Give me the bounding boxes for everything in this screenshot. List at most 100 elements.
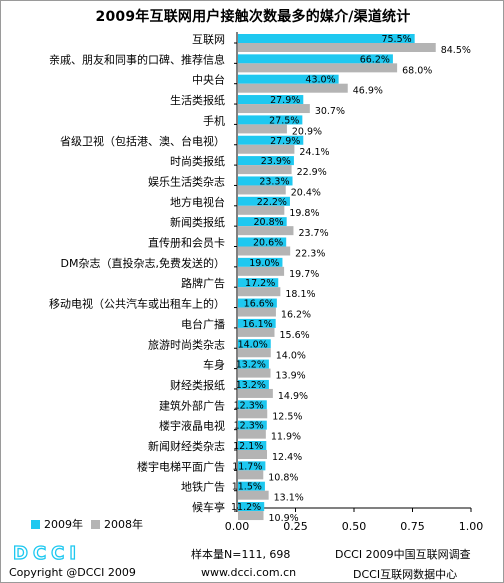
dcci-logo: DCCI: [12, 543, 76, 563]
bar-2009: [238, 461, 266, 471]
data-label-2008: 24.1%: [299, 147, 329, 158]
data-label-2009: 13.2%: [236, 360, 266, 371]
data-label-2009: 12.3%: [234, 421, 264, 432]
data-label-2009: 27.5%: [269, 115, 299, 126]
bar-2009: [238, 298, 277, 308]
bar-2008: [238, 205, 285, 215]
legend-item-2008: 2008年: [91, 516, 143, 532]
data-label-2008: 13.9%: [276, 371, 306, 382]
bar-2009: [238, 54, 393, 64]
bar-2008: [238, 511, 264, 521]
bar-2009: [238, 339, 271, 349]
bar-2009: [238, 359, 269, 369]
bar-2009: [238, 400, 267, 410]
bar-2008: [238, 368, 271, 378]
data-label-2009: 27.9%: [270, 95, 300, 106]
category-label: 娱乐生活类杂志: [148, 174, 225, 188]
bar-2008: [238, 429, 266, 439]
bar-2009: [238, 196, 290, 206]
bar-2009: [238, 176, 293, 186]
legend-item-2009: 2009年: [31, 516, 83, 532]
bar-2009: [238, 115, 303, 125]
bar-2008: [238, 144, 295, 154]
bar-2008: [238, 165, 292, 175]
bar-2008: [238, 307, 276, 317]
website: www.dcci.com.cn: [201, 566, 297, 579]
bar-2008: [238, 83, 348, 93]
data-label-2008: 19.7%: [289, 269, 319, 280]
bar-2009: [238, 135, 304, 145]
category-label: 地铁广告: [181, 481, 225, 494]
data-label-2008: 18.1%: [285, 289, 315, 300]
category-label: DM杂志（直投杂志,免费发送的）: [61, 256, 225, 270]
category-label: 候车亭: [192, 500, 225, 514]
survey-name: DCCI 2009中国互联网调查: [335, 548, 471, 561]
data-label-2008: 20.9%: [292, 126, 322, 137]
data-label-2008: 10.8%: [268, 472, 298, 483]
bar-2008: [238, 490, 269, 500]
category-label: 时尚类报纸: [170, 154, 225, 168]
category-label: 车身: [203, 358, 225, 372]
bar-2009: [238, 74, 339, 84]
data-label-2009: 17.2%: [245, 278, 275, 289]
chart-title: 2009年互联网用户接触次数最多的媒介/渠道统计: [95, 9, 411, 25]
x-tick-label: 0.50: [342, 520, 367, 533]
category-label: 生活类报纸: [170, 93, 225, 107]
category-label: 中央台: [192, 73, 225, 87]
bar-2009: [238, 318, 276, 328]
legend-swatch-2008: [91, 520, 100, 529]
x-tick-label: 0.25: [283, 520, 308, 533]
bar-2008: [238, 226, 294, 236]
data-label-2008: 30.7%: [315, 106, 345, 117]
category-label: 地方电视台: [170, 195, 225, 209]
bar-2009: [238, 95, 304, 105]
bar-2009: [238, 502, 265, 512]
data-label-2008: 12.4%: [272, 452, 302, 463]
category-label: 新闻类报纸: [170, 215, 225, 229]
bar-2009: [238, 420, 267, 430]
category-label: 手机: [203, 113, 225, 127]
category-label: 旅游时尚类杂志: [148, 337, 225, 351]
bar-2008: [238, 348, 271, 358]
category-label: 建筑外部广告: [159, 398, 225, 412]
data-label-2009: 22.2%: [257, 197, 287, 208]
data-label-2008: 46.9%: [353, 86, 383, 97]
x-tick-label: 1.00: [459, 520, 484, 533]
legend-label-2008: 2008年: [104, 518, 143, 531]
data-label-2009: 13.2%: [236, 380, 266, 391]
bar-2008: [238, 104, 310, 114]
data-label-2009: 16.6%: [244, 299, 274, 310]
data-label-2009: 14.0%: [238, 339, 268, 350]
bar-2009: [238, 278, 279, 288]
bar-2009: [238, 156, 294, 166]
data-label-2009: 11.7%: [232, 461, 262, 472]
data-label-2008: 16.2%: [281, 310, 311, 321]
legend-swatch-2009: [31, 520, 40, 529]
category-label: 亲戚、朋友和同事的口碑、推荐信息: [49, 52, 225, 66]
category-label: 楼宇电梯平面广告: [137, 459, 225, 473]
data-label-2008: 22.9%: [297, 167, 327, 178]
bar-2009: [238, 441, 267, 450]
bar-2008: [238, 287, 281, 297]
bar-2008: [238, 124, 287, 134]
bar-2008: [238, 185, 286, 195]
data-label-2008: 20.4%: [291, 187, 321, 198]
category-label: 楼宇液晶电视: [159, 419, 225, 433]
data-label-2009: 11.5%: [232, 482, 262, 493]
bar-2009: [238, 237, 287, 247]
data-label-2008: 14.0%: [276, 350, 306, 361]
data-label-2009: 66.2%: [360, 54, 390, 65]
data-label-2008: 13.1%: [274, 493, 304, 504]
bar-2008: [238, 63, 398, 73]
category-label: 互联网: [192, 33, 225, 46]
bar-2009: [238, 481, 265, 491]
bar-2008: [238, 43, 436, 52]
data-label-2009: 16.1%: [242, 319, 272, 330]
category-label: 直传册和会员卡: [148, 236, 225, 250]
x-tick-label: 0.75: [400, 520, 425, 533]
category-label: 财经类报纸: [170, 378, 225, 392]
bar-2009: [238, 217, 287, 227]
data-label-2009: 75.5%: [381, 34, 411, 45]
data-label-2009: 20.6%: [253, 238, 283, 249]
